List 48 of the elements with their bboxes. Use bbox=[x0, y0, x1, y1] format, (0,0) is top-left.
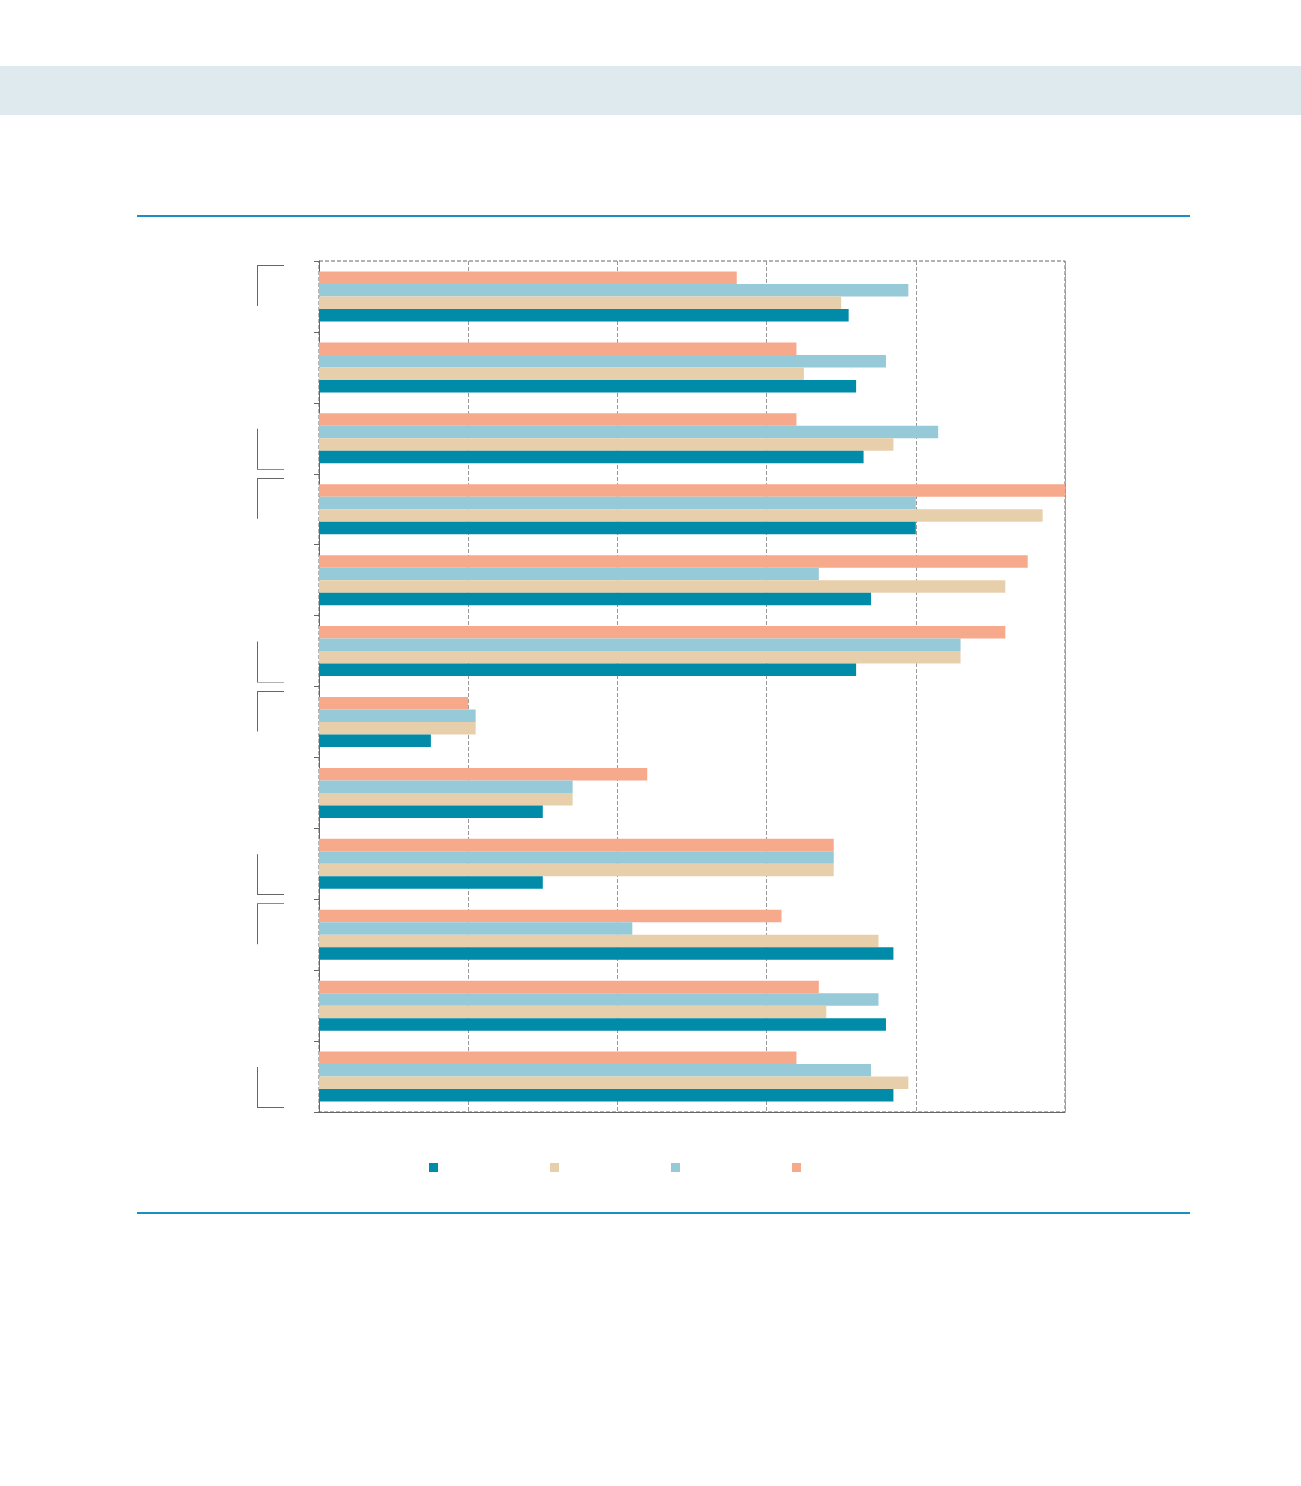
bar bbox=[319, 838, 834, 852]
bar bbox=[319, 1051, 797, 1065]
bar bbox=[319, 805, 543, 818]
bar bbox=[319, 1089, 894, 1102]
bar bbox=[319, 425, 939, 439]
bar bbox=[319, 1076, 909, 1090]
bar bbox=[319, 567, 819, 581]
bar bbox=[319, 980, 819, 994]
bar bbox=[319, 271, 737, 284]
bar bbox=[319, 438, 894, 451]
bar bbox=[319, 521, 916, 535]
bar bbox=[319, 734, 431, 747]
bar bbox=[319, 876, 543, 889]
bar bbox=[319, 780, 573, 793]
bar bbox=[319, 663, 857, 677]
bar bbox=[319, 592, 872, 606]
bar bbox=[319, 283, 909, 297]
bar bbox=[319, 922, 633, 935]
bar bbox=[319, 792, 573, 806]
bar bbox=[319, 1005, 827, 1019]
bar bbox=[319, 555, 1028, 568]
bar bbox=[319, 1064, 872, 1077]
bar bbox=[319, 721, 476, 735]
bar bbox=[319, 450, 864, 464]
bar bbox=[319, 296, 842, 309]
bar bbox=[319, 993, 879, 1006]
bar bbox=[319, 367, 804, 380]
bar bbox=[319, 484, 1065, 497]
bar bbox=[319, 379, 857, 393]
bar bbox=[319, 863, 834, 877]
bar bbox=[319, 1018, 886, 1031]
bar bbox=[319, 851, 834, 864]
bar bbox=[319, 947, 894, 960]
bar bbox=[319, 496, 916, 510]
bar bbox=[319, 626, 1006, 639]
bar bbox=[319, 934, 879, 948]
bar bbox=[319, 709, 476, 722]
bar bbox=[319, 509, 1043, 522]
bar bbox=[319, 413, 797, 426]
bar bbox=[319, 580, 1006, 593]
bar bbox=[319, 638, 961, 652]
bar bbox=[319, 651, 961, 664]
bar bbox=[319, 308, 849, 322]
bar bbox=[319, 354, 886, 368]
bar bbox=[319, 696, 469, 710]
bar bbox=[319, 767, 648, 781]
bar bbox=[319, 342, 797, 355]
bar bbox=[319, 909, 782, 923]
